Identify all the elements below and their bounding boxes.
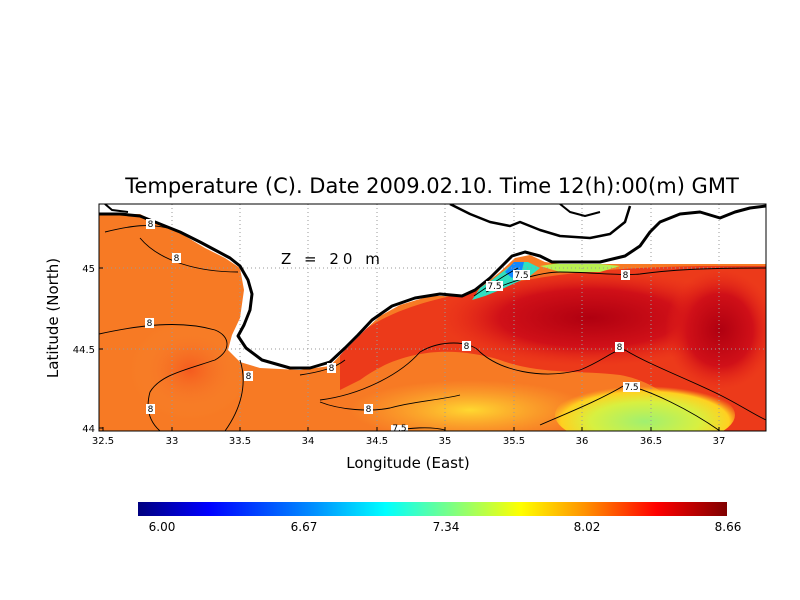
hot-core-region <box>440 270 740 366</box>
y-axis-label: Latitude (North) <box>44 258 62 378</box>
svg-text:8: 8 <box>174 254 180 264</box>
contour-label: 8 <box>364 404 373 415</box>
colorbar-gradient <box>138 502 727 516</box>
colorbar-tick-label: 7.34 <box>433 520 460 534</box>
south-yellow-band <box>350 380 590 431</box>
y-axis: 44 44.5 45 <box>73 264 103 435</box>
depth-label: Z = 20 m <box>281 250 384 268</box>
azov-coastline <box>449 204 632 240</box>
x-tick-label: 37 <box>713 436 726 447</box>
contour-label: 8 <box>327 363 336 374</box>
contour-labels: 8 8 8 8 8 8 8 8 8 8 7.5 7.5 7.5 7.5 <box>145 219 640 434</box>
plot-frame <box>98 203 767 432</box>
kerch-coast <box>559 204 601 217</box>
x-axis: 32.5 33 33.5 34 34.5 35 35.5 36 36.5 37 <box>92 427 726 447</box>
colorbar: 6.00 6.67 7.34 8.02 8.66 <box>138 502 741 534</box>
svg-text:7.5: 7.5 <box>392 424 406 434</box>
chart-title: Temperature (C). Date 2009.02.10. Time 1… <box>124 174 739 198</box>
colorbar-tick-label: 6.67 <box>291 520 318 534</box>
hot-core-east <box>665 270 766 390</box>
coastline <box>99 204 766 370</box>
cool-southeast-region <box>555 383 735 431</box>
contour-label: 7.5 <box>486 281 503 292</box>
contour-label: 8 <box>462 341 471 352</box>
svg-text:8: 8 <box>246 372 252 382</box>
x-tick-label: 34.5 <box>366 436 388 447</box>
contour-label: 7.5 <box>623 382 640 393</box>
crimea-land <box>99 204 766 370</box>
contour-label: 8 <box>145 318 154 329</box>
west-warm-patch <box>130 320 250 420</box>
contour-label: 7.5 <box>391 424 408 434</box>
x-tick-label: 32.5 <box>92 436 114 447</box>
colorbar-tick-label: 6.00 <box>149 520 176 534</box>
x-tick-label: 35.5 <box>503 436 525 447</box>
svg-text:7.5: 7.5 <box>487 282 501 292</box>
y-tick-label: 45 <box>82 264 95 275</box>
svg-text:8: 8 <box>623 271 629 281</box>
x-axis-label: Longitude (East) <box>346 454 469 472</box>
svg-text:8: 8 <box>147 319 153 329</box>
svg-text:7.5: 7.5 <box>514 271 528 281</box>
x-tick-label: 36 <box>576 436 589 447</box>
svg-text:8: 8 <box>617 343 623 353</box>
svg-text:7.5: 7.5 <box>624 383 638 393</box>
contour-label: 8 <box>244 371 253 382</box>
colorbar-tick-label: 8.02 <box>574 520 601 534</box>
x-tick-label: 33 <box>166 436 179 447</box>
y-tick-label: 44.5 <box>73 345 95 356</box>
contour-label: 8 <box>621 270 630 281</box>
contour-label: 8 <box>615 342 624 353</box>
colorbar-tick-label: 8.66 <box>715 520 742 534</box>
svg-text:8: 8 <box>329 364 335 374</box>
contour-label: 7.5 <box>513 270 530 281</box>
contour-label: 8 <box>172 253 181 264</box>
svg-text:8: 8 <box>366 405 372 415</box>
y-tick-label: 44 <box>82 424 95 435</box>
plot-area <box>99 204 766 431</box>
svg-text:8: 8 <box>148 405 154 415</box>
x-tick-label: 36.5 <box>640 436 662 447</box>
crimea-inner-coast <box>104 204 129 213</box>
contour-label: 8 <box>146 404 155 415</box>
contour-label: 8 <box>146 219 155 230</box>
x-tick-label: 34 <box>302 436 315 447</box>
svg-text:8: 8 <box>148 220 154 230</box>
x-tick-label: 33.5 <box>229 436 251 447</box>
svg-text:8: 8 <box>464 342 470 352</box>
x-tick-label: 35 <box>439 436 452 447</box>
